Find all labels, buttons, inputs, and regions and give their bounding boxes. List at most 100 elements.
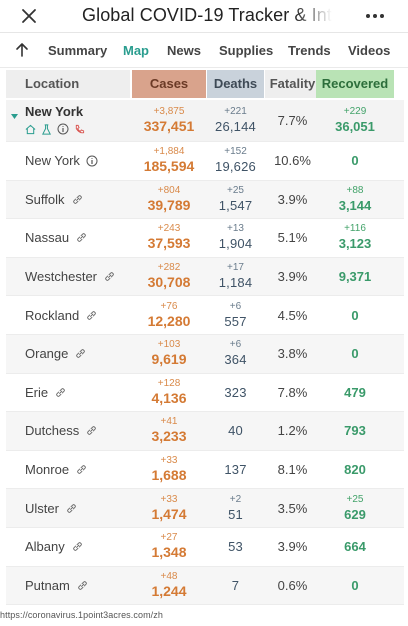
link-icon[interactable] <box>86 310 97 321</box>
deaths-total: 557 <box>224 313 247 329</box>
table-row[interactable]: Orange +103 9,619 +6 364 3.8% 0 <box>6 334 404 374</box>
back-arrow-icon[interactable] <box>14 42 30 58</box>
table-row[interactable]: New York +1,884 185,594 +152 19,626 10.6% 0 <box>6 142 404 181</box>
tab-supplies[interactable]: Supplies <box>219 43 274 58</box>
tab-summary[interactable]: Summary <box>48 43 108 58</box>
location-name[interactable]: Putnam <box>25 577 70 593</box>
link-icon[interactable] <box>55 387 66 398</box>
table-row[interactable]: Monroe +33 1,688 137 8.1% 820 <box>6 451 404 490</box>
deaths-total: 7 <box>231 577 240 593</box>
location-name[interactable]: New York <box>25 153 80 169</box>
cases-delta: +804 <box>157 184 181 196</box>
location-cell[interactable]: New York <box>25 153 98 168</box>
tab-map[interactable]: Map <box>123 43 149 58</box>
recovered-total: 0 <box>351 346 359 362</box>
location-cell[interactable]: Albany <box>25 539 83 554</box>
cases-delta: +1,884 <box>153 146 185 158</box>
fatality-rate: 7.8% <box>277 384 308 400</box>
state-name[interactable]: New York <box>25 104 84 119</box>
phone-icon[interactable] <box>74 124 85 135</box>
location-cell[interactable]: Erie <box>25 385 66 400</box>
recovered-delta: +88 <box>346 184 364 196</box>
location-cell[interactable]: Suffolk <box>25 192 83 207</box>
fatality-rate: 3.9% <box>277 269 308 285</box>
fatality-rate: 3.9% <box>277 191 308 207</box>
link-icon[interactable] <box>104 271 115 282</box>
location-cell[interactable]: Putnam <box>25 578 88 593</box>
link-icon[interactable] <box>86 425 97 436</box>
deaths-total: 1,547 <box>218 197 253 213</box>
location-cell[interactable]: Dutchess <box>25 423 97 438</box>
cases-delta: +103 <box>157 339 181 351</box>
page-title: Global COVID-19 Tracker & Interactive Ch… <box>82 5 332 25</box>
link-icon[interactable] <box>72 541 83 552</box>
cases-table: Location Cases Deaths Fatality Recovered… <box>6 70 404 606</box>
fatality-rate: 3.9% <box>277 539 308 555</box>
link-icon[interactable] <box>66 503 77 514</box>
recovered-total: 9,371 <box>338 269 372 285</box>
location-cell[interactable]: Orange <box>25 346 86 361</box>
table-row[interactable]: Nassau +243 37,593 +13 1,904 5.1% +116 3,123 <box>6 219 404 258</box>
deaths-delta: +6 <box>229 339 242 351</box>
table-row[interactable]: Erie +128 4,136 323 7.8% 479 <box>6 374 404 413</box>
link-icon[interactable] <box>76 464 87 475</box>
recovered-total: 36,051 <box>335 119 375 134</box>
fatality-rate: 8.1% <box>277 462 308 478</box>
deaths-total: 137 <box>224 462 247 478</box>
location-name[interactable]: Albany <box>25 539 65 555</box>
location-name[interactable]: Westchester <box>25 269 98 285</box>
deaths-delta: +221 <box>224 106 247 117</box>
tab-videos[interactable]: Videos <box>348 43 391 58</box>
column-header-location[interactable]: Location <box>6 70 130 98</box>
column-header-deaths[interactable]: Deaths <box>207 70 264 98</box>
cases-total: 185,594 <box>143 158 195 175</box>
location-name[interactable]: Dutchess <box>25 423 80 439</box>
column-header-cases[interactable]: Cases <box>132 70 206 98</box>
lab-flask-icon[interactable] <box>41 123 52 135</box>
tab-trends[interactable]: Trends <box>288 43 331 58</box>
column-header-recovered[interactable]: Recovered <box>316 70 394 98</box>
deaths-delta: +152 <box>224 146 247 158</box>
recovered-total: 0 <box>351 307 359 323</box>
table-row[interactable]: Suffolk +804 39,789 +25 1,547 3.9% +88 3,144 <box>6 180 404 220</box>
table-row[interactable]: Rockland +76 12,280 +6 557 4.5% 0 <box>6 296 404 335</box>
expand-caret-icon[interactable] <box>10 112 19 121</box>
info-icon[interactable] <box>57 123 69 135</box>
top-bar: Global COVID-19 Tracker & Interactive Ch… <box>0 0 408 33</box>
tab-news[interactable]: News <box>167 43 201 58</box>
table-row[interactable]: Putnam +48 1,244 7 0.6% 0 <box>6 566 404 606</box>
more-icon <box>366 14 384 18</box>
home-icon[interactable] <box>25 124 36 135</box>
location-name[interactable]: Suffolk <box>25 191 65 207</box>
recovered-total: 479 <box>344 384 366 400</box>
table-row[interactable]: Dutchess +41 3,233 40 1.2% 793 <box>6 412 404 451</box>
more-options-button[interactable] <box>360 2 390 30</box>
location-cell[interactable]: Rockland <box>25 308 97 323</box>
location-name[interactable]: Nassau <box>25 230 70 246</box>
location-cell[interactable]: Ulster <box>25 501 77 516</box>
location-cell[interactable]: Nassau <box>25 230 87 245</box>
column-header-fatality[interactable]: Fatality <box>265 70 320 98</box>
table-row[interactable]: Albany +27 1,348 53 3.9% 664 <box>6 528 404 567</box>
link-icon[interactable] <box>72 194 83 205</box>
close-button[interactable] <box>14 2 44 30</box>
location-name[interactable]: Monroe <box>25 462 70 478</box>
cases-delta: +128 <box>157 377 181 389</box>
location-cell[interactable]: Westchester <box>25 269 115 284</box>
location-name[interactable]: Orange <box>25 346 69 362</box>
location-name[interactable]: Ulster <box>25 500 59 516</box>
location-name[interactable]: Rockland <box>25 307 80 323</box>
table-row[interactable]: Ulster +33 1,474 +2 51 3.5% +25 629 <box>6 489 404 528</box>
recovered-total: 3,123 <box>338 236 372 252</box>
info-icon[interactable] <box>86 155 98 167</box>
link-icon[interactable] <box>75 348 86 359</box>
table-row[interactable]: Westchester +282 30,708 +17 1,184 3.9% 9,371 <box>6 257 404 297</box>
fatality-rate: 3.5% <box>277 500 308 516</box>
location-cell[interactable]: Monroe <box>25 462 87 477</box>
cases-total: 1,688 <box>151 467 187 484</box>
state-row[interactable]: New York +3,875 337,451 +221 26,144 7.7%… <box>6 100 404 142</box>
link-icon[interactable] <box>76 232 87 243</box>
location-name[interactable]: Erie <box>25 384 49 400</box>
fatality-rate: 1.2% <box>277 423 308 439</box>
link-icon[interactable] <box>77 580 88 591</box>
